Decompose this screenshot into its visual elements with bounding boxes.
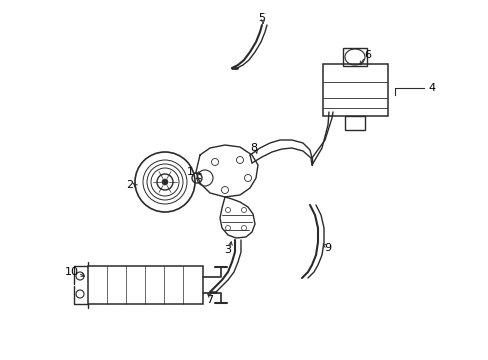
Text: 8: 8 bbox=[250, 143, 257, 153]
Text: 1: 1 bbox=[186, 167, 193, 177]
Text: 2: 2 bbox=[126, 180, 133, 190]
Text: 6: 6 bbox=[364, 50, 371, 60]
Text: 9: 9 bbox=[324, 243, 331, 253]
Text: 10: 10 bbox=[65, 267, 79, 277]
Bar bbox=[345, 116, 364, 130]
Text: 7: 7 bbox=[206, 295, 213, 305]
Bar bbox=[323, 64, 387, 116]
Text: 3: 3 bbox=[224, 245, 231, 255]
Bar bbox=[342, 48, 366, 66]
Circle shape bbox=[162, 179, 168, 185]
Bar bbox=[88, 266, 203, 304]
Text: 4: 4 bbox=[427, 83, 435, 93]
Text: 5: 5 bbox=[258, 13, 265, 23]
